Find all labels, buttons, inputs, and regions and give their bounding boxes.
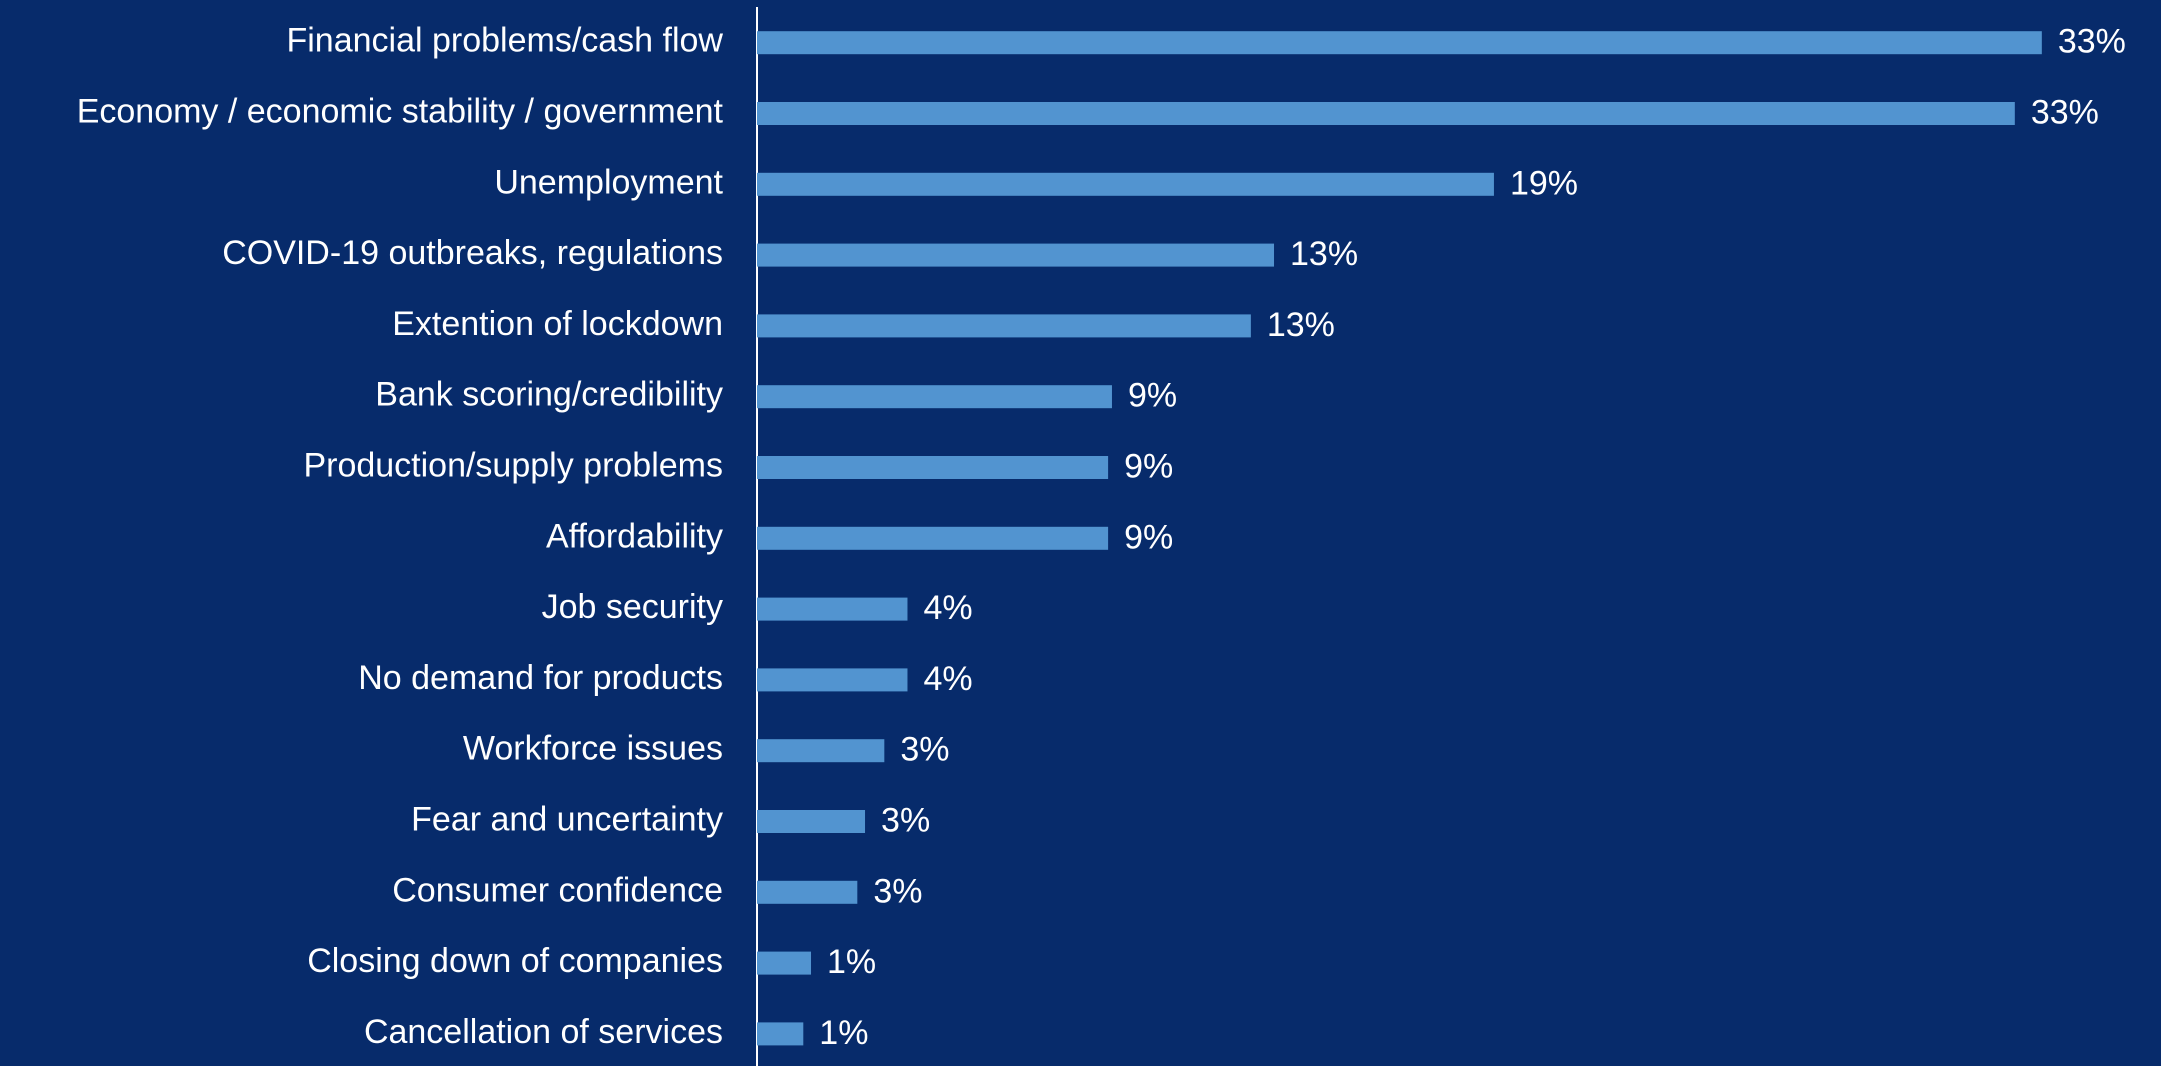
bar [757, 314, 1251, 338]
category-label: Job security [542, 588, 723, 626]
category-label: Financial problems/cash flow [286, 22, 723, 60]
bar [757, 668, 908, 692]
category-label: Closing down of companies [307, 942, 723, 980]
value-label: 4% [923, 660, 972, 698]
bar [757, 102, 2015, 125]
category-label: Fear and uncertainty [411, 800, 723, 838]
bar [757, 31, 2042, 55]
value-label: 4% [923, 589, 972, 627]
category-label: Consumer confidence [392, 871, 723, 909]
value-label: 13% [1290, 235, 1358, 273]
bar [757, 1022, 804, 1046]
value-label: 33% [2058, 23, 2126, 61]
category-label: Extention of lockdown [392, 305, 723, 343]
category-label: Unemployment [494, 163, 723, 201]
value-label: 3% [873, 872, 922, 910]
category-label: No demand for products [358, 659, 723, 697]
bar [757, 739, 885, 763]
bar [757, 385, 1112, 409]
bar [757, 951, 812, 975]
category-label: Cancellation of services [364, 1013, 723, 1051]
value-label: 9% [1128, 377, 1177, 415]
category-label: Bank scoring/credibility [375, 376, 723, 414]
category-label: Affordability [546, 517, 723, 555]
value-label: 9% [1124, 447, 1173, 485]
category-label: Production/supply problems [303, 446, 723, 484]
value-label: 9% [1124, 518, 1173, 556]
value-label: 13% [1267, 306, 1335, 344]
category-label: Workforce issues [463, 730, 723, 768]
value-label: 19% [1510, 164, 1578, 202]
bar [757, 597, 908, 621]
category-label: Economy / economic stability / governmen… [77, 92, 724, 130]
value-label: 33% [2031, 93, 2099, 131]
bar [757, 526, 1109, 550]
bar [757, 172, 1494, 196]
value-label: 3% [900, 731, 949, 769]
value-label: 1% [827, 943, 876, 981]
bar [757, 243, 1275, 267]
value-label: 3% [881, 801, 930, 839]
value-label: 1% [819, 1014, 868, 1052]
bar [757, 810, 866, 833]
bar [757, 880, 858, 904]
category-label: COVID-19 outbreaks, regulations [222, 234, 723, 272]
bar [757, 456, 1109, 479]
